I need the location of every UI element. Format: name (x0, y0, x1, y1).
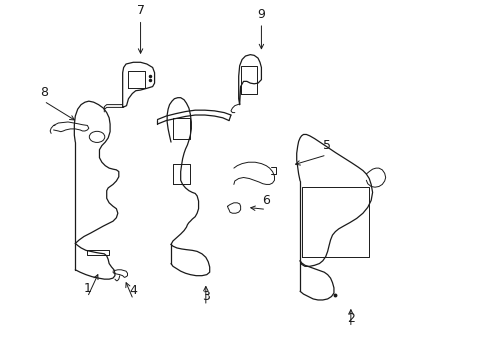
Text: 5: 5 (322, 139, 330, 153)
Text: 1: 1 (83, 282, 91, 295)
Text: 9: 9 (257, 8, 265, 21)
Text: 7: 7 (136, 4, 144, 17)
Text: 2: 2 (346, 312, 354, 325)
Text: 3: 3 (202, 291, 209, 303)
Text: 6: 6 (262, 194, 270, 207)
Text: 8: 8 (40, 86, 48, 99)
Text: 4: 4 (129, 284, 137, 297)
